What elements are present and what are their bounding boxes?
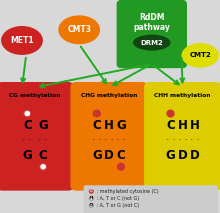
FancyBboxPatch shape <box>144 82 220 191</box>
Text: D: D <box>90 203 93 207</box>
Circle shape <box>24 110 31 117</box>
Text: CMT3: CMT3 <box>67 25 91 34</box>
Ellipse shape <box>182 43 219 68</box>
Circle shape <box>89 189 93 193</box>
FancyBboxPatch shape <box>84 185 218 213</box>
Text: C: C <box>90 189 93 193</box>
Text: : A, T or G (not C): : A, T or G (not C) <box>95 203 139 208</box>
Text: G: G <box>92 148 102 162</box>
Text: H: H <box>104 119 114 132</box>
FancyBboxPatch shape <box>0 82 74 191</box>
Text: : methylated cytosine (C): : methylated cytosine (C) <box>95 189 158 194</box>
Circle shape <box>167 110 174 117</box>
FancyBboxPatch shape <box>117 0 187 68</box>
Text: - -: - - <box>178 137 187 142</box>
Circle shape <box>40 163 47 170</box>
Ellipse shape <box>58 15 100 44</box>
Text: G: G <box>22 148 32 162</box>
Text: C: C <box>92 119 101 132</box>
Text: - -: - - <box>22 137 32 142</box>
Text: H: H <box>178 119 187 132</box>
Text: - -: - - <box>190 137 200 142</box>
Circle shape <box>89 196 93 200</box>
Text: : A, T or C (not G): : A, T or C (not G) <box>95 196 139 201</box>
Circle shape <box>117 163 125 170</box>
Text: D: D <box>178 148 187 162</box>
Circle shape <box>89 203 93 207</box>
Text: DRM2: DRM2 <box>140 40 163 46</box>
Text: - -: - - <box>116 137 126 142</box>
Text: C: C <box>166 119 175 132</box>
Text: - -: - - <box>166 137 175 142</box>
Text: D: D <box>190 148 200 162</box>
Text: C: C <box>39 148 48 162</box>
Ellipse shape <box>133 35 170 51</box>
Text: H: H <box>190 119 200 132</box>
Text: RdDM
pathway: RdDM pathway <box>133 13 170 32</box>
Text: CMT2: CMT2 <box>189 52 211 58</box>
Text: CHH methylation: CHH methylation <box>154 93 211 98</box>
Text: CHG methylation: CHG methylation <box>81 93 137 98</box>
Text: - -: - - <box>38 137 48 142</box>
Text: G: G <box>116 119 126 132</box>
FancyBboxPatch shape <box>70 82 147 191</box>
Text: D: D <box>104 148 114 162</box>
Ellipse shape <box>1 26 43 55</box>
Text: MET1: MET1 <box>10 36 34 45</box>
Text: CG methylation: CG methylation <box>9 93 61 98</box>
Text: C: C <box>23 119 32 132</box>
Circle shape <box>93 110 100 117</box>
Text: - -: - - <box>92 137 102 142</box>
Text: G: G <box>166 148 175 162</box>
Text: G: G <box>38 119 48 132</box>
Text: C: C <box>117 148 125 162</box>
Text: - -: - - <box>104 137 114 142</box>
Text: H: H <box>90 196 93 200</box>
